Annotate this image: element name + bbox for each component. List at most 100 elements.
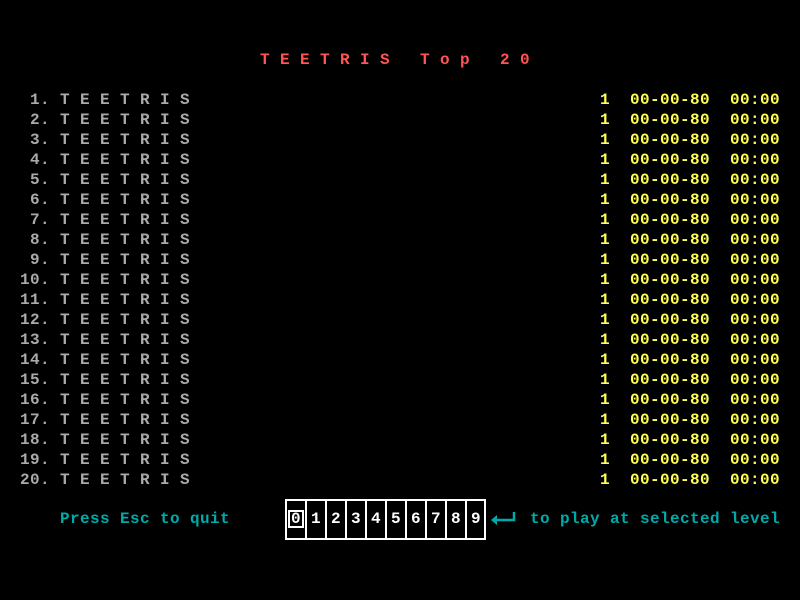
date: 00-00-80 (630, 151, 711, 169)
player-name: TEETRIS (60, 331, 201, 349)
level-option[interactable]: 2 (330, 510, 341, 528)
player-name: TEETRIS (60, 111, 201, 129)
time: 00:00 (730, 271, 781, 289)
rank: 18. (19, 431, 50, 449)
level-option[interactable]: 1 (310, 510, 321, 528)
date: 00-00-80 (630, 391, 711, 409)
date: 00-00-80 (630, 471, 711, 489)
date: 00-00-80 (630, 311, 711, 329)
level: 1 (600, 251, 611, 269)
level: 1 (600, 471, 611, 489)
rank: 3. (29, 131, 50, 149)
time: 00:00 (730, 391, 781, 409)
rank: 15. (19, 371, 50, 389)
rank: 8. (29, 231, 50, 249)
level: 1 (600, 291, 611, 309)
player-name: TEETRIS (60, 271, 201, 289)
time: 00:00 (730, 131, 781, 149)
level-option[interactable]: 3 (350, 510, 361, 528)
rank: 13. (19, 331, 50, 349)
date: 00-00-80 (630, 331, 711, 349)
rank: 7. (29, 211, 50, 229)
date: 00-00-80 (630, 451, 711, 469)
level-option[interactable]: 8 (450, 510, 461, 528)
separator (465, 501, 467, 538)
rank: 11. (19, 291, 50, 309)
time: 00:00 (730, 91, 781, 109)
level: 1 (600, 431, 611, 449)
level: 1 (600, 171, 611, 189)
level: 1 (600, 131, 611, 149)
level-option[interactable]: 0 (287, 509, 305, 529)
time: 00:00 (730, 251, 781, 269)
rank: 6. (29, 191, 50, 209)
date: 00-00-80 (630, 251, 711, 269)
date: 00-00-80 (630, 111, 711, 129)
time: 00:00 (730, 351, 781, 369)
player-name: TEETRIS (60, 191, 201, 209)
level: 1 (600, 371, 611, 389)
player-name: TEETRIS (60, 231, 201, 249)
time: 00:00 (730, 111, 781, 129)
level-option[interactable]: 6 (410, 510, 421, 528)
level: 1 (600, 411, 611, 429)
separator (365, 501, 367, 538)
separator (345, 501, 347, 538)
level-option[interactable]: 7 (430, 510, 441, 528)
date: 00-00-80 (630, 211, 711, 229)
level: 1 (600, 191, 611, 209)
date: 00-00-80 (630, 371, 711, 389)
level-selector (285, 499, 486, 540)
level: 1 (600, 211, 611, 229)
date: 00-00-80 (630, 411, 711, 429)
rank: 10. (19, 271, 50, 289)
date: 00-00-80 (630, 131, 711, 149)
player-name: TEETRIS (60, 251, 201, 269)
time: 00:00 (730, 331, 781, 349)
date: 00-00-80 (630, 91, 711, 109)
player-name: TEETRIS (60, 371, 201, 389)
time: 00:00 (730, 291, 781, 309)
rank: 1. (29, 91, 50, 109)
player-name: TEETRIS (60, 431, 201, 449)
time: 00:00 (730, 191, 781, 209)
level: 1 (600, 91, 611, 109)
rank: 9. (29, 251, 50, 269)
rank: 16. (19, 391, 50, 409)
player-name: TEETRIS (60, 451, 201, 469)
player-name: TEETRIS (60, 211, 201, 229)
level-option[interactable]: 9 (470, 510, 481, 528)
rank: 12. (19, 311, 50, 329)
time: 00:00 (730, 211, 781, 229)
player-name: TEETRIS (60, 391, 201, 409)
level-option[interactable]: 4 (370, 510, 381, 528)
time: 00:00 (730, 171, 781, 189)
time: 00:00 (730, 451, 781, 469)
rank: 2. (29, 111, 50, 129)
rank: 14. (19, 351, 50, 369)
player-name: TEETRIS (60, 351, 201, 369)
level: 1 (600, 151, 611, 169)
level: 1 (600, 111, 611, 129)
date: 00-00-80 (630, 231, 711, 249)
level-option[interactable]: 5 (390, 510, 401, 528)
player-name: TEETRIS (60, 131, 201, 149)
player-name: TEETRIS (60, 171, 201, 189)
player-name: TEETRIS (60, 411, 201, 429)
separator (385, 501, 387, 538)
date: 00-00-80 (630, 191, 711, 209)
time: 00:00 (730, 311, 781, 329)
enter-arrow (491, 512, 516, 525)
level: 1 (600, 311, 611, 329)
rank: 19. (19, 451, 50, 469)
separator (325, 501, 327, 538)
time: 00:00 (730, 411, 781, 429)
level: 1 (600, 391, 611, 409)
time: 00:00 (730, 151, 781, 169)
level: 1 (600, 231, 611, 249)
date: 00-00-80 (630, 271, 711, 289)
separator (425, 501, 427, 538)
quit-hint: Press Esc to quit (60, 510, 231, 528)
time: 00:00 (730, 231, 781, 249)
